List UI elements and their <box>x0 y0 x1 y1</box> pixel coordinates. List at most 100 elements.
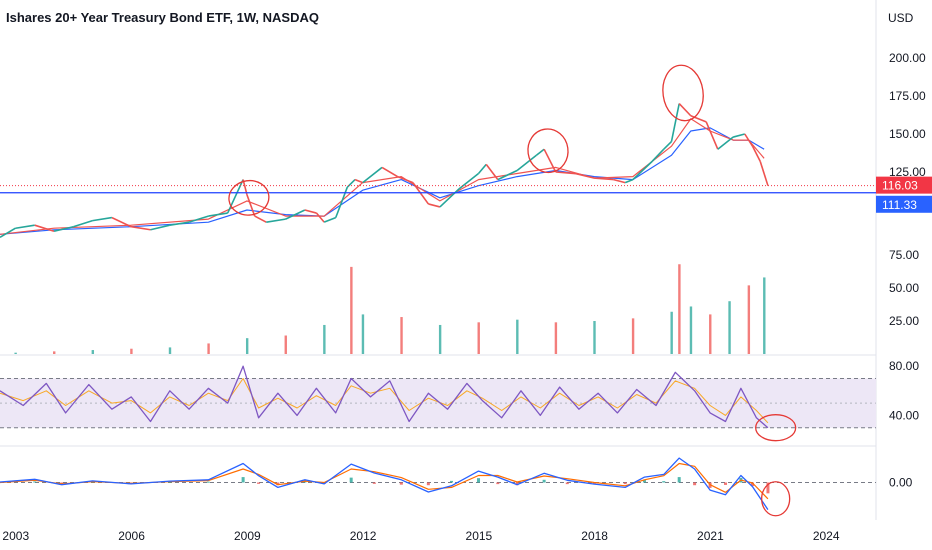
price-segment <box>485 163 499 181</box>
macd-histogram-bar <box>496 482 500 485</box>
price-segment <box>73 219 93 228</box>
x-tick-label: 2015 <box>466 529 493 543</box>
macd-histogram-bar <box>372 482 376 484</box>
price-segment <box>254 215 267 223</box>
macd-histogram-bar <box>565 482 569 485</box>
price-segment <box>0 227 16 239</box>
price-segment <box>555 171 576 175</box>
price-segment <box>744 133 754 147</box>
x-tick-label: 2003 <box>2 529 29 543</box>
price-segment <box>246 194 256 217</box>
macd-histogram-bar <box>206 481 210 483</box>
x-tick-label: 2021 <box>697 529 724 543</box>
volume-bar <box>14 352 17 354</box>
price-segment <box>663 141 673 150</box>
macd-histogram-bar <box>60 482 64 484</box>
price-segment <box>543 148 557 173</box>
x-tick-label: 2024 <box>813 529 840 543</box>
rsi-tick-label: 40.00 <box>889 408 919 422</box>
volume-bar <box>709 314 712 354</box>
annotation-circle-2020 <box>662 64 704 122</box>
price-tick-label: 125.00 <box>889 165 926 179</box>
price-segment <box>285 209 306 220</box>
x-tick-label: 2012 <box>350 529 377 543</box>
price-tick-label: 150.00 <box>889 127 926 141</box>
price-segment <box>516 154 537 172</box>
price-segment <box>354 178 364 184</box>
price-segment <box>705 121 719 150</box>
price-tick-label: 75.00 <box>889 248 919 262</box>
macd-histogram-bar <box>477 478 481 483</box>
level-tag-bg <box>876 195 932 213</box>
price-segment <box>315 212 325 223</box>
price-segment <box>624 178 634 184</box>
macd-histogram-bar <box>751 482 755 487</box>
macd-histogram-bar <box>426 482 430 486</box>
level-tag: 111.33 <box>876 195 932 213</box>
macd-histogram-bar <box>303 481 307 483</box>
volume-bar <box>53 351 56 354</box>
volume-bar <box>477 322 480 354</box>
macd-histogram-bar <box>241 477 245 483</box>
price-ma-fast-line <box>0 118 765 235</box>
volume-bar <box>438 324 442 354</box>
price-segment <box>594 177 614 181</box>
x-tick-label: 2006 <box>118 529 145 543</box>
macd-histogram-bar <box>276 482 280 486</box>
price-segment <box>53 225 74 233</box>
price-segment <box>751 145 761 162</box>
price-segment <box>497 169 518 181</box>
macd-histogram-bar <box>677 477 681 483</box>
price-segment <box>304 209 317 214</box>
macd-histogram-bar <box>642 479 646 483</box>
axis-group: 200.00 175.00 150.00 125.00 75.00 50.00 25.00 2… <box>2 51 926 543</box>
macd-histogram-bar <box>623 482 627 485</box>
price-segment <box>690 115 707 123</box>
price-ma-slow-line <box>0 127 765 235</box>
volume-bar <box>350 266 353 354</box>
price-tick-label: 25.00 <box>889 314 919 328</box>
volume-bar <box>361 314 365 354</box>
price-segment <box>397 175 414 184</box>
price-segment <box>381 166 398 178</box>
price-segment <box>717 136 734 150</box>
macd-tick-label: 0.00 <box>889 476 913 490</box>
volume-bar <box>91 350 95 354</box>
volume-bar <box>554 322 558 354</box>
macd-signal-line <box>0 462 769 500</box>
price-segment <box>477 163 487 175</box>
volume-bar <box>323 324 326 354</box>
price-segment <box>188 215 209 223</box>
annotation-circle-2009 <box>228 179 270 216</box>
volume-bar <box>689 306 693 354</box>
last-price-tag: 116.03 <box>876 176 932 194</box>
volume-bar <box>678 264 681 354</box>
volume-bar <box>245 338 249 354</box>
price-segment <box>208 212 228 217</box>
macd-histogram-bar <box>450 480 454 483</box>
macd-histogram-bar <box>33 481 37 483</box>
price-segment <box>535 148 545 156</box>
volume-bar <box>631 318 635 354</box>
volume-bar <box>130 348 133 354</box>
price-segment <box>92 216 113 222</box>
last-price-tag-bg <box>876 176 932 194</box>
price-segment <box>15 224 35 230</box>
price-segment <box>323 216 337 223</box>
price-segment <box>678 103 692 117</box>
price-segment <box>34 224 55 233</box>
volume-bar <box>400 317 403 354</box>
x-tick-label: 2009 <box>234 529 261 543</box>
volume-bar <box>516 319 519 354</box>
price-segment <box>651 148 665 162</box>
rsi-tick-label: 80.00 <box>889 359 919 373</box>
macd-line <box>0 457 769 510</box>
price-segment <box>428 203 441 208</box>
price-segment <box>613 178 626 184</box>
macd-series-group <box>0 457 876 510</box>
price-segment <box>226 179 244 214</box>
rsi-band-group <box>0 377 876 429</box>
macd-histogram-bar <box>349 477 353 483</box>
